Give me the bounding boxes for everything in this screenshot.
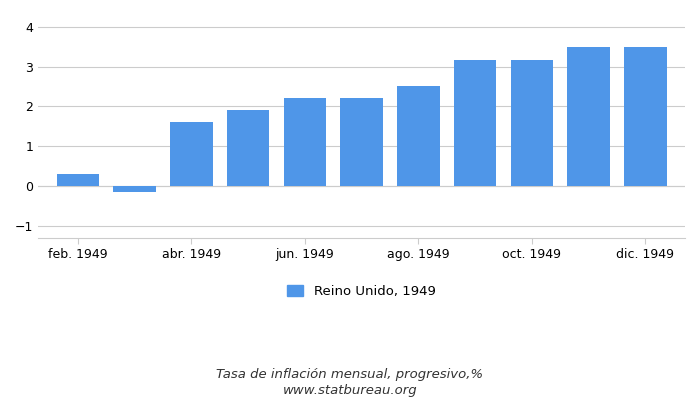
Bar bbox=[340, 98, 383, 186]
Bar bbox=[624, 47, 666, 186]
Bar bbox=[170, 122, 213, 186]
Bar bbox=[397, 86, 440, 186]
Bar bbox=[284, 98, 326, 186]
Bar bbox=[113, 186, 156, 192]
Bar bbox=[567, 47, 610, 186]
Bar bbox=[454, 60, 496, 186]
Text: Tasa de inflación mensual, progresivo,%: Tasa de inflación mensual, progresivo,% bbox=[216, 368, 484, 381]
Bar bbox=[227, 110, 270, 186]
Legend: Reino Unido, 1949: Reino Unido, 1949 bbox=[282, 280, 441, 303]
Bar bbox=[510, 60, 553, 186]
Bar bbox=[57, 174, 99, 186]
Text: www.statbureau.org: www.statbureau.org bbox=[283, 384, 417, 397]
